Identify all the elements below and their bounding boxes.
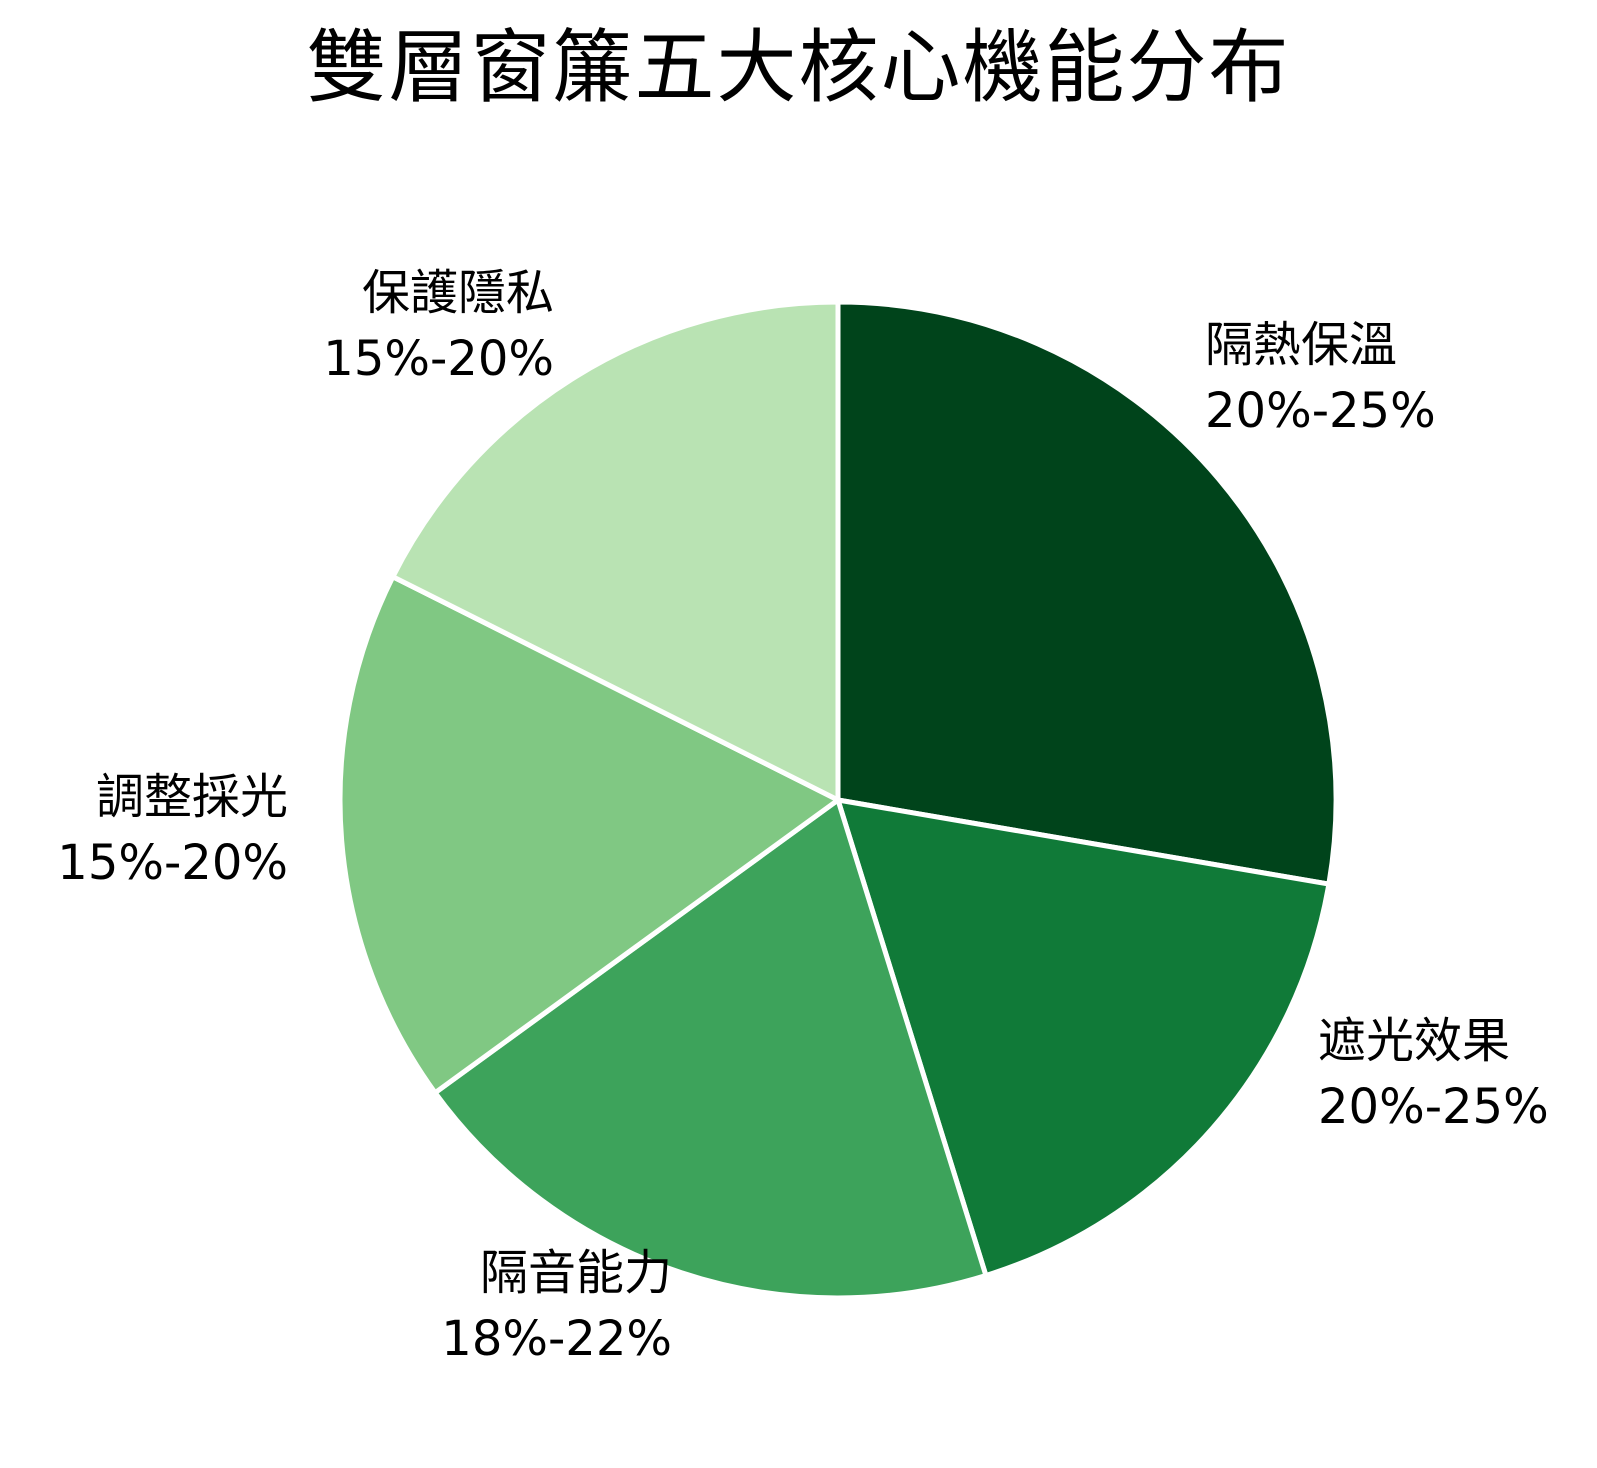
slice-label-privacy: 保護隱私 15%-20%: [296, 260, 554, 392]
pie-slices: [337, 299, 1339, 1301]
slice-label-name: 調整採光: [95, 769, 288, 825]
slice-label-thermal-insulation: 隔熱保溫 20%-25%: [1205, 312, 1436, 444]
slice-label-name: 隔熱保溫: [1205, 317, 1398, 373]
pie-slice-3: [432, 797, 989, 1301]
slice-label-range: 15%-20%: [323, 331, 554, 387]
pie-slice-2: [835, 797, 1332, 1279]
slice-label-range: 18%-22%: [441, 1311, 672, 1367]
slice-label-name: 保護隱私: [361, 265, 554, 321]
slice-label-light-adjustment: 調整採光 15%-20%: [30, 764, 288, 896]
slice-label-range: 20%-25%: [1318, 1079, 1549, 1135]
pie-slice-1: [835, 299, 1339, 887]
slice-label-range: 20%-25%: [1205, 383, 1436, 439]
chart-title: 雙層窗簾五大核心機能分布: [306, 21, 1291, 114]
slice-label-range: 15%-20%: [57, 835, 288, 891]
slice-label-name: 隔音能力: [479, 1245, 672, 1301]
slice-label-name: 遮光效果: [1318, 1013, 1511, 1069]
pie-slice-5: [390, 299, 841, 803]
slice-label-soundproofing: 隔音能力 18%-22%: [414, 1240, 672, 1372]
pie-slice-4: [337, 574, 841, 1096]
slice-label-blackout: 遮光效果 20%-25%: [1318, 1008, 1549, 1140]
